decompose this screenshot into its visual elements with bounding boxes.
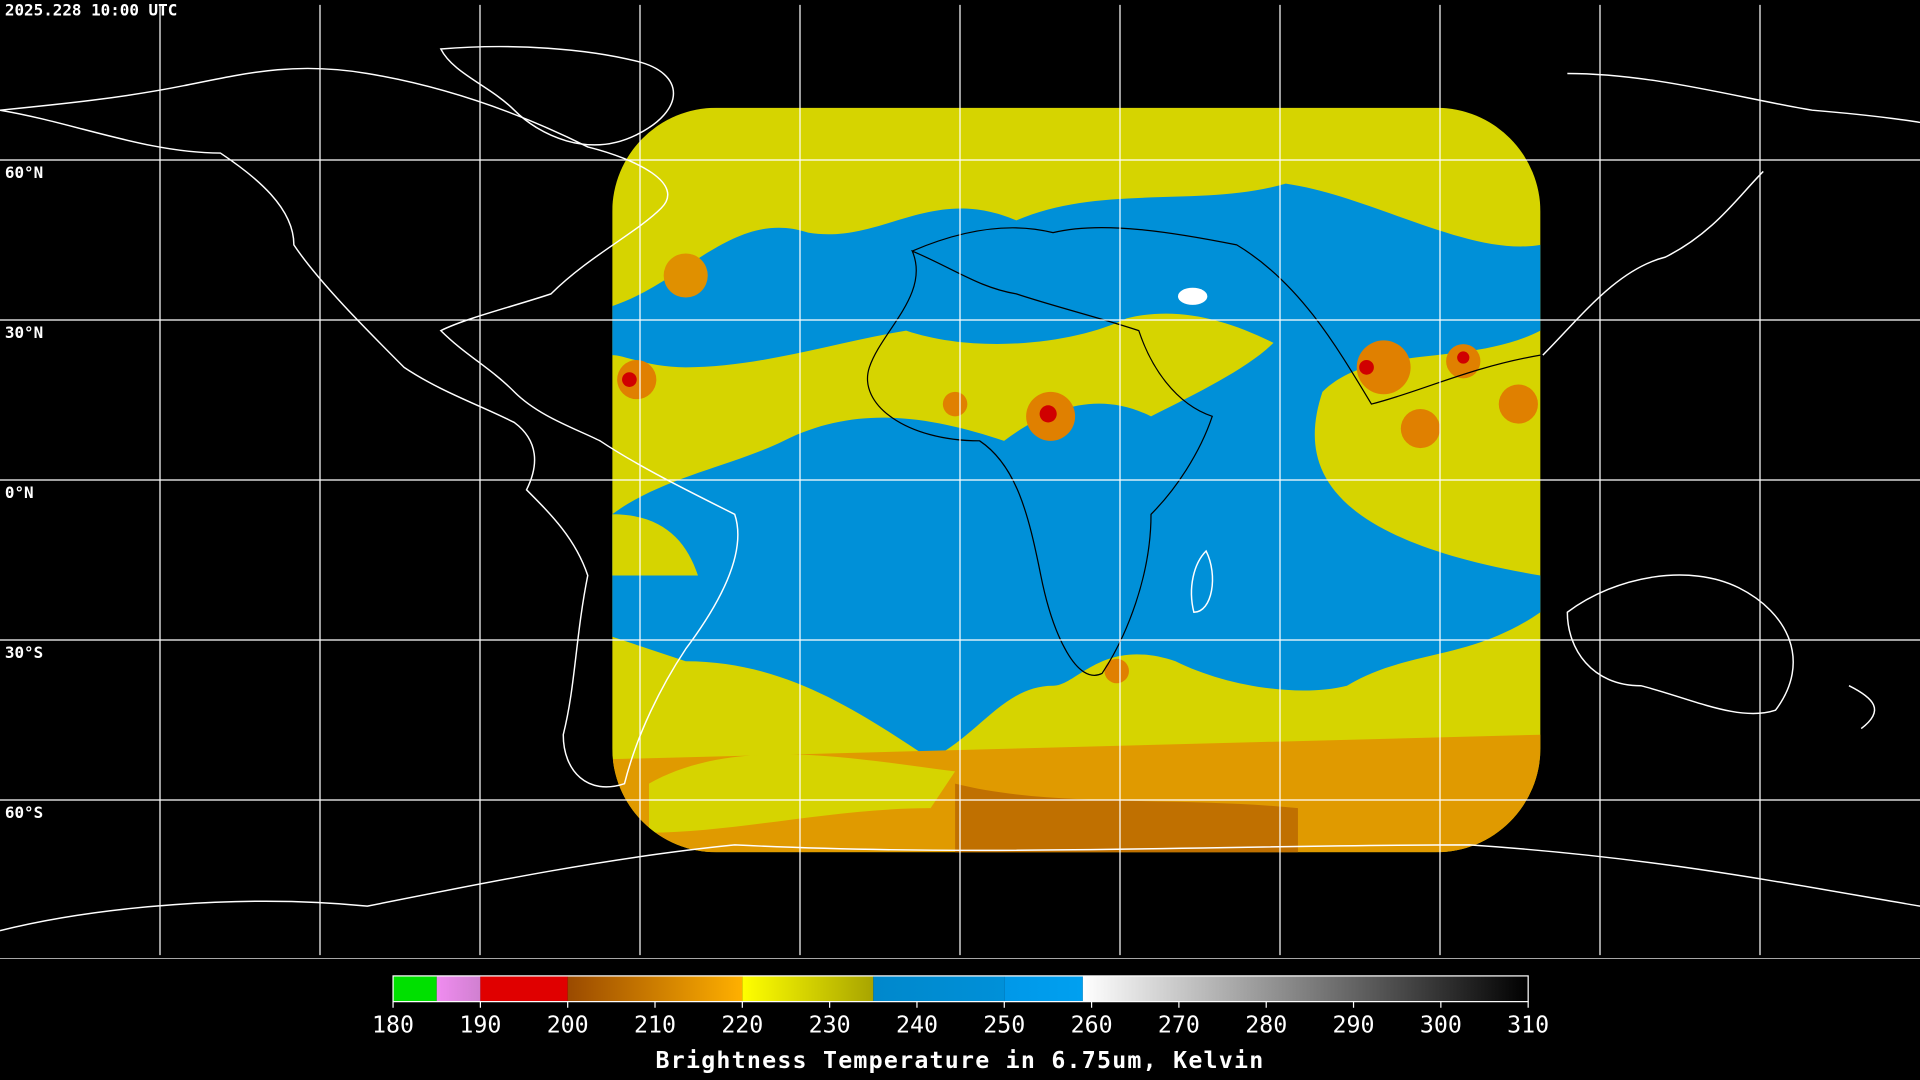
timestamp: 2025.228 10:00 UTC (5, 1, 177, 20)
colorbar-tick-label: 230 (809, 1012, 851, 1039)
latitude-label: 30°S (5, 643, 43, 662)
satellite-image (612, 107, 1541, 853)
latitude-label: 30°N (5, 323, 43, 342)
colorbar-tick-label: 210 (634, 1012, 676, 1039)
colorbar-tick-label: 250 (983, 1012, 1025, 1039)
colorbar-tick-label: 270 (1158, 1012, 1200, 1039)
latitude-label: 0°N (5, 483, 34, 502)
latitude-label: 60°S (5, 803, 43, 822)
colorbar-tick-label: 220 (721, 1012, 763, 1039)
graticule: 60°N 30°N 0°N 30°S 60°S (0, 4, 1920, 960)
colorbar-tick-label: 180 (372, 1012, 414, 1039)
colorbar-segment (567, 975, 743, 1002)
colorbar-tick-label: 190 (459, 1012, 501, 1039)
coastlines (0, 45, 1920, 932)
colorbar-segment (873, 975, 1005, 1002)
colorbar-tick-label: 280 (1245, 1012, 1287, 1039)
colorbar-segment (1082, 975, 1529, 1002)
colorbar-tick-label: 290 (1333, 1012, 1375, 1039)
colorbar-tick-label: 200 (547, 1012, 589, 1039)
colorbar-segment (393, 975, 437, 1002)
colorbar-tick-label: 260 (1071, 1012, 1113, 1039)
colorbar: 180 190 200 210 220 230 240 250 260 270 280 290 300 3… (372, 975, 1549, 1039)
colorbar-tick-label: 240 (896, 1012, 938, 1039)
colorbar-segment (742, 975, 874, 1002)
colorbar-segment (480, 975, 568, 1002)
colorbar-segment (1004, 975, 1083, 1002)
colorbar-tick-label: 300 (1420, 1012, 1462, 1039)
colorbar-title: Brightness Temperature in 6.75um, Kelvin (656, 1047, 1265, 1074)
latitude-label: 60°N (5, 163, 43, 182)
colorbar-tick-label: 310 (1507, 1012, 1549, 1039)
colorbar-segment (436, 975, 481, 1002)
colorbar-frame (392, 975, 1529, 1003)
